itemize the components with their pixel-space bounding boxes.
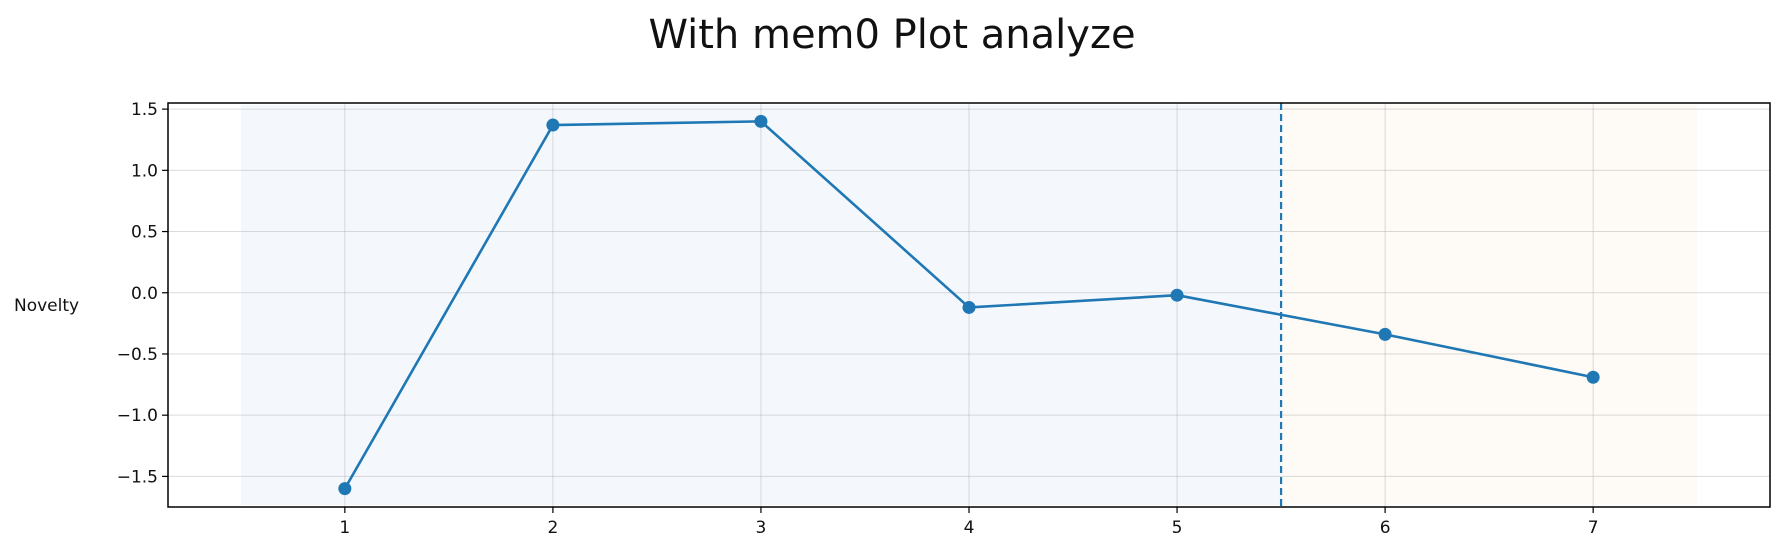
- y-tick-label-6: −1.0: [117, 406, 158, 426]
- y-tick-label-5: −0.5: [117, 345, 158, 365]
- y-axis-label: Novelty: [14, 296, 79, 316]
- x-tick-label-3: 3: [756, 518, 767, 538]
- grid-lines: [168, 103, 1770, 507]
- y-tick-label-4: 0.0: [131, 284, 158, 304]
- y-tick-label-2: 1.0: [131, 161, 158, 181]
- y-axis-ticks: 1.5 1.0 0.5 0.0 −0.5 −1.0 −1.5: [117, 100, 168, 487]
- data-point-1: [338, 482, 352, 496]
- chart-title: With mem0 Plot analyze: [648, 12, 1135, 58]
- data-series: [338, 103, 1600, 507]
- shaded-regions: [240, 105, 1698, 505]
- x-tick-label-2: 2: [547, 518, 558, 538]
- x-tick-label-5: 5: [1172, 518, 1183, 538]
- x-tick-label-6: 6: [1380, 518, 1391, 538]
- shaded-region-1: [240, 105, 1282, 505]
- shaded-region-2: [1281, 105, 1698, 505]
- y-tick-label-7: −1.5: [117, 467, 158, 487]
- data-point-2: [546, 118, 560, 132]
- x-tick-label-4: 4: [964, 518, 975, 538]
- x-tick-label-1: 1: [339, 518, 350, 538]
- y-tick-label-1: 1.5: [131, 100, 158, 120]
- data-point-3: [754, 114, 768, 128]
- x-tick-label-7: 7: [1588, 518, 1599, 538]
- y-tick-label-3: 0.5: [131, 223, 158, 243]
- data-point-5: [1170, 288, 1184, 302]
- data-point-6: [1378, 327, 1392, 341]
- data-point-4: [962, 300, 976, 314]
- data-point-7: [1586, 370, 1600, 384]
- x-axis-ticks: 1 2 3 4 5 6 7: [339, 507, 1599, 538]
